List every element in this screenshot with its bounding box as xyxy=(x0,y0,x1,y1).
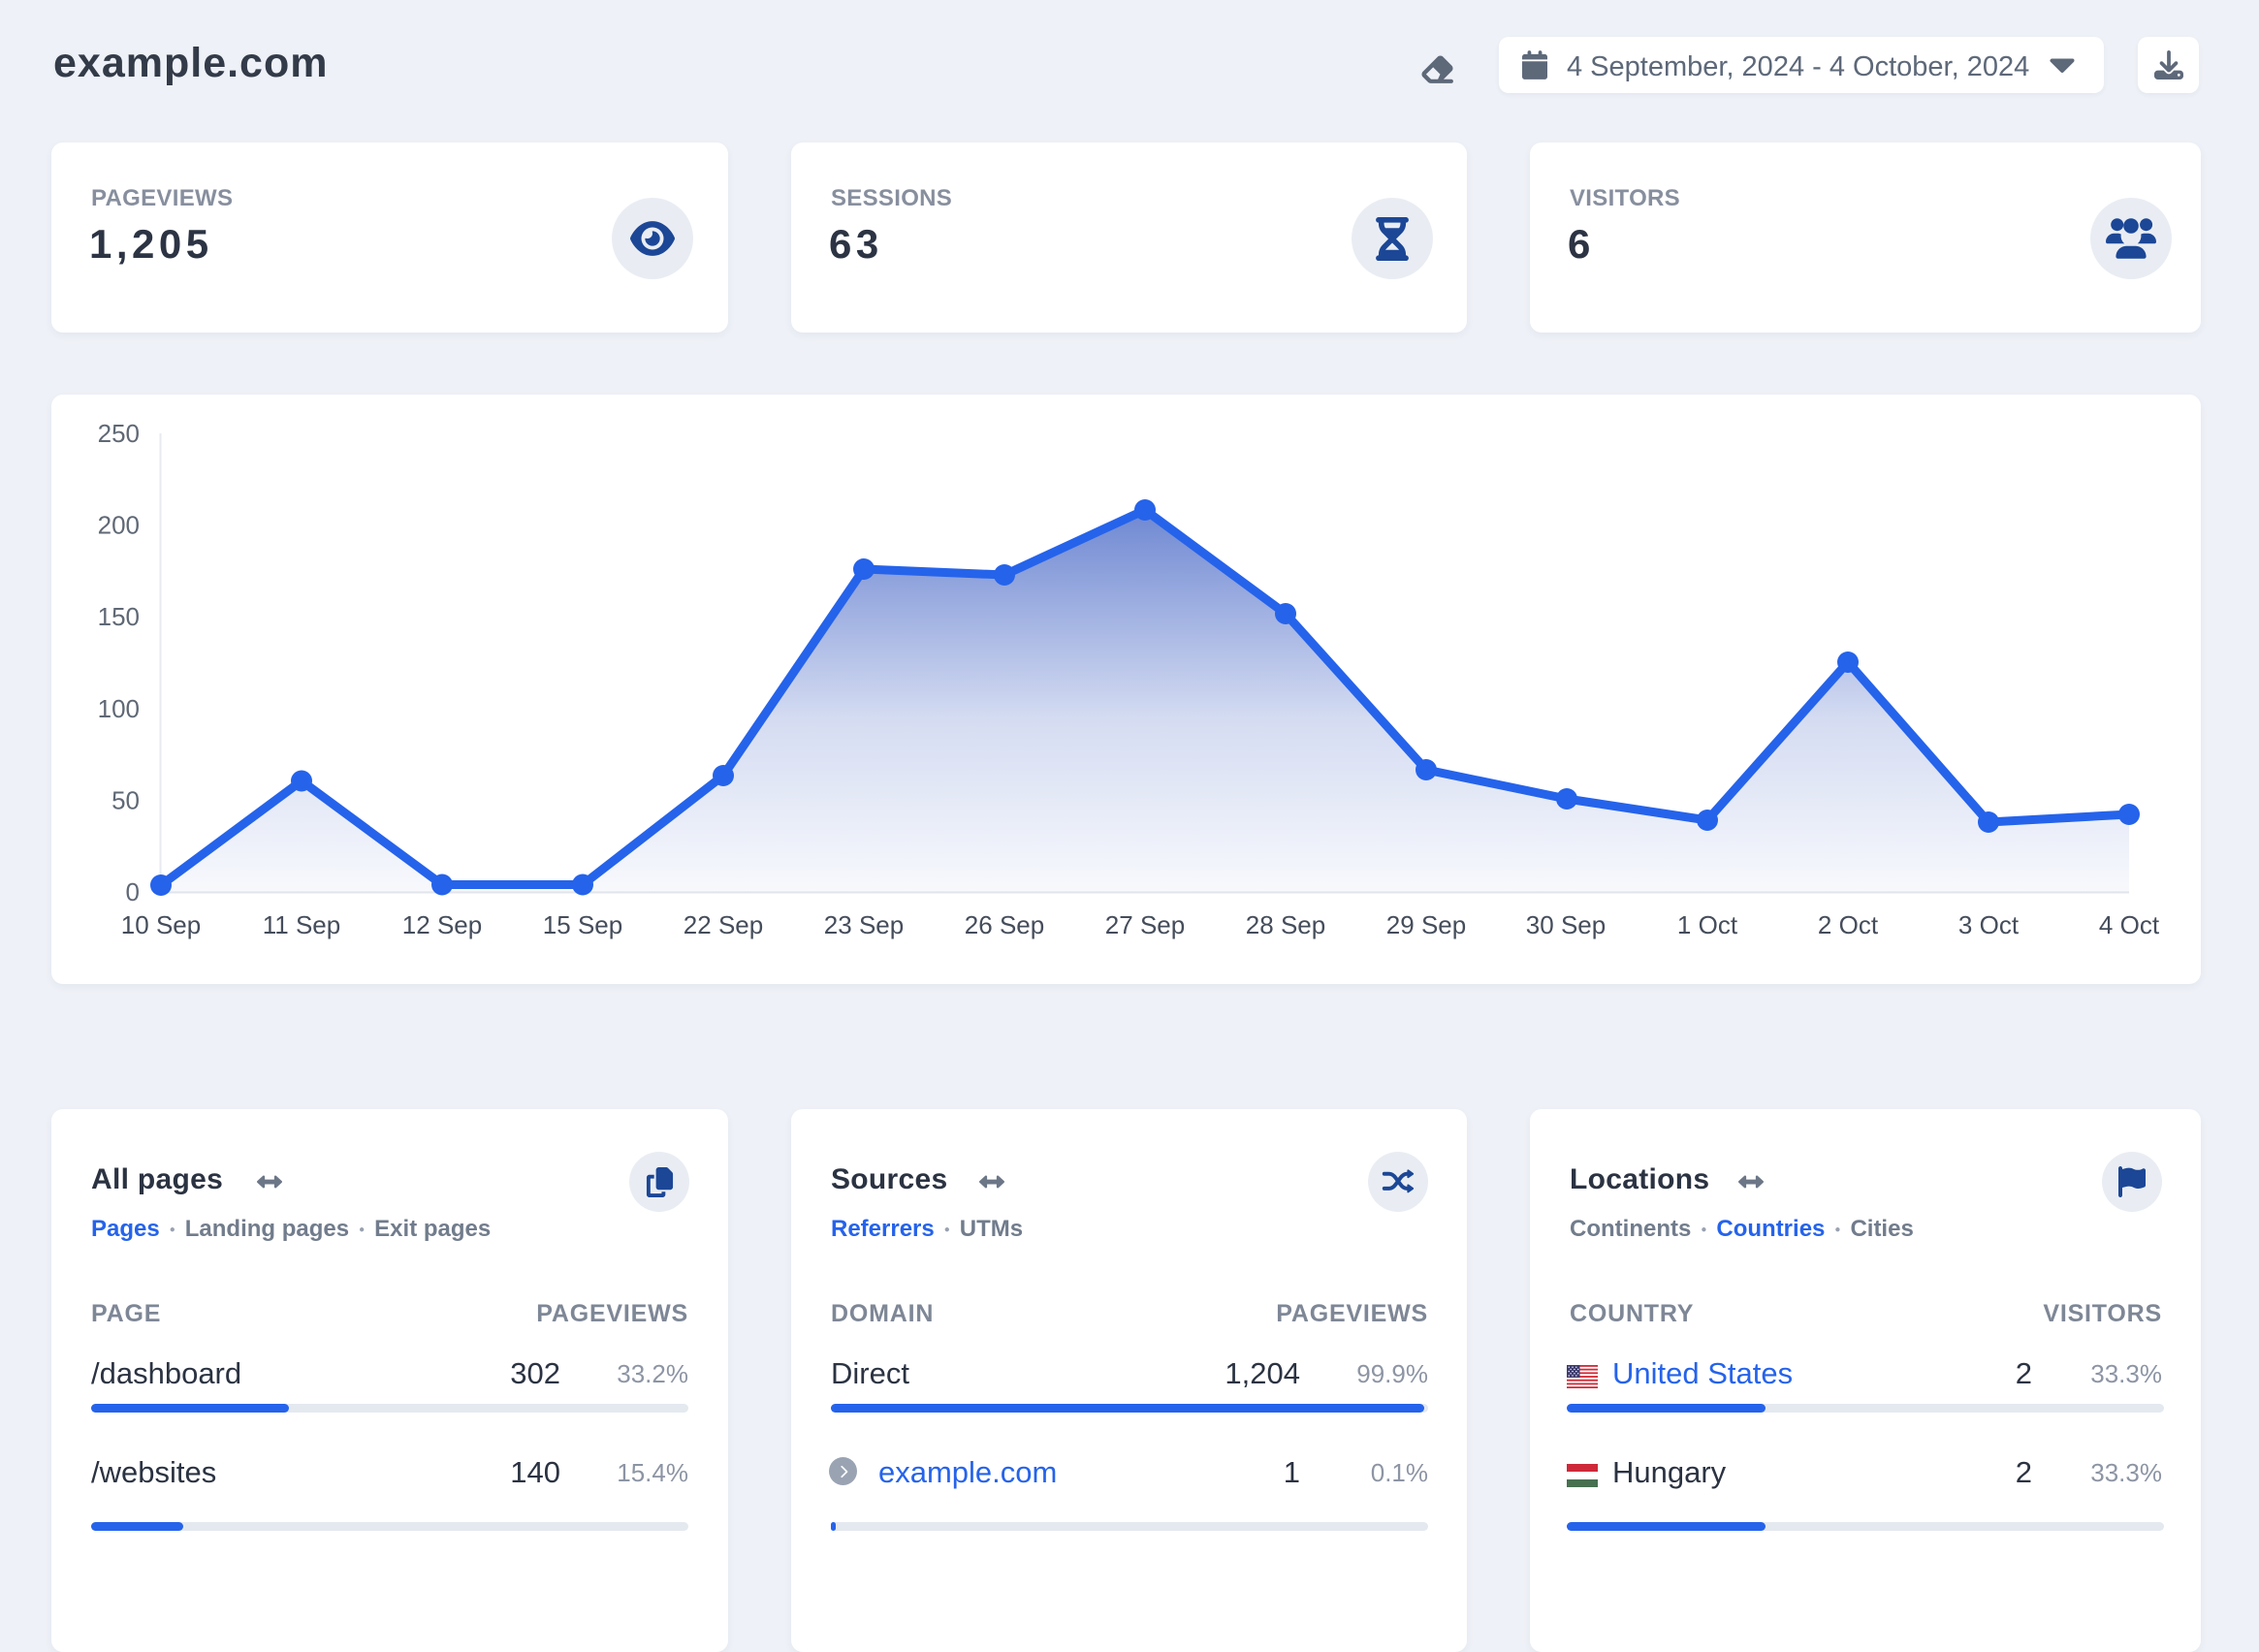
svg-text:0: 0 xyxy=(126,877,140,906)
svg-text:50: 50 xyxy=(111,785,140,814)
svg-text:26 Sep: 26 Sep xyxy=(965,910,1044,939)
svg-text:29 Sep: 29 Sep xyxy=(1386,910,1466,939)
svg-text:150: 150 xyxy=(98,602,140,631)
svg-text:11 Sep: 11 Sep xyxy=(263,910,340,939)
svg-text:250: 250 xyxy=(98,419,140,448)
svg-text:30 Sep: 30 Sep xyxy=(1526,910,1606,939)
svg-text:12 Sep: 12 Sep xyxy=(402,910,482,939)
svg-text:15 Sep: 15 Sep xyxy=(543,910,622,939)
svg-text:4 Oct: 4 Oct xyxy=(2099,910,2160,939)
svg-text:3 Oct: 3 Oct xyxy=(1958,910,2020,939)
svg-text:23 Sep: 23 Sep xyxy=(824,910,904,939)
svg-text:22 Sep: 22 Sep xyxy=(684,910,763,939)
svg-text:200: 200 xyxy=(98,511,140,540)
svg-text:100: 100 xyxy=(98,694,140,723)
svg-text:1 Oct: 1 Oct xyxy=(1677,910,1738,939)
svg-text:10 Sep: 10 Sep xyxy=(121,910,201,939)
svg-text:27 Sep: 27 Sep xyxy=(1105,910,1185,939)
svg-text:28 Sep: 28 Sep xyxy=(1246,910,1325,939)
svg-text:2 Oct: 2 Oct xyxy=(1818,910,1879,939)
